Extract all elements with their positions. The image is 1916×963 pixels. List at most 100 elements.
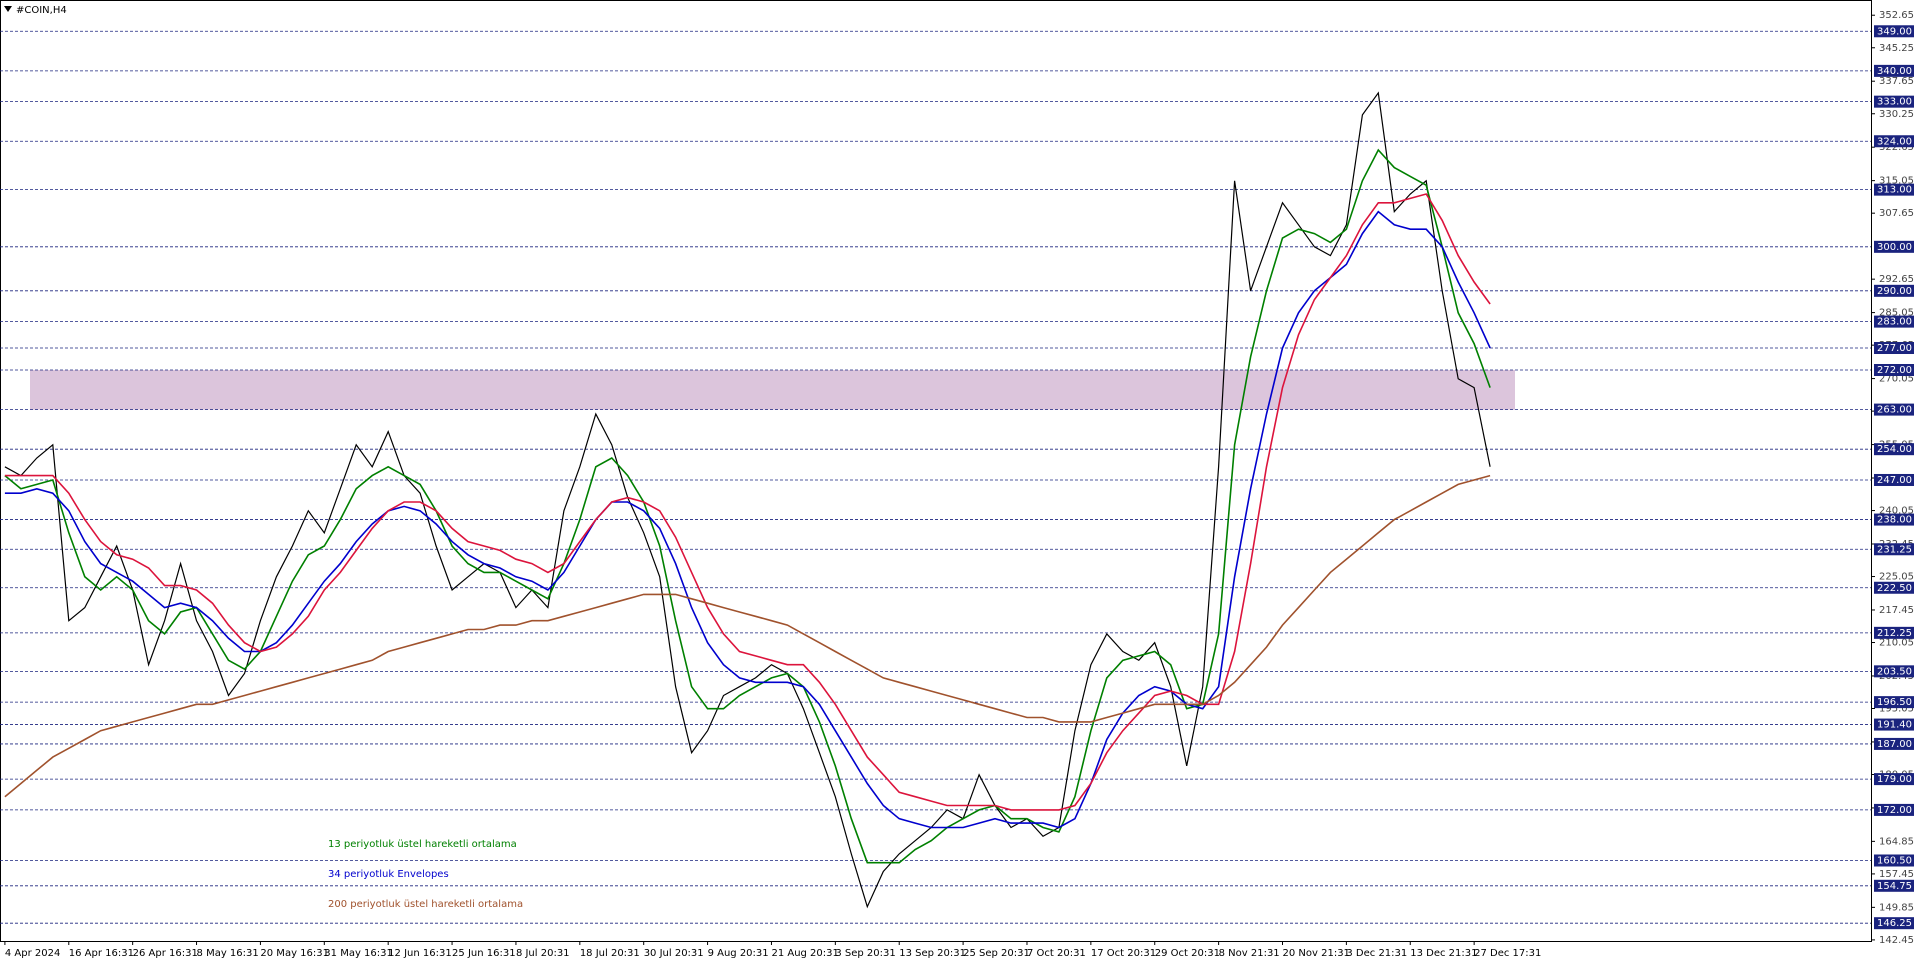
- level-label: 313.00: [1877, 185, 1912, 196]
- level-label: 222.50: [1877, 583, 1912, 594]
- level-label-box: [1874, 803, 1914, 816]
- level-label-box: [1874, 737, 1914, 750]
- y-tick-label: 315.05: [1879, 176, 1914, 187]
- x-tick-label: 12 Jun 16:31: [388, 948, 452, 959]
- level-label: 277.00: [1877, 343, 1912, 354]
- x-tick-label: 20 May 16:31: [260, 948, 329, 959]
- level-label-box: [1874, 403, 1914, 416]
- level-label-box: [1874, 240, 1914, 253]
- level-label: 349.00: [1877, 26, 1912, 37]
- level-label: 238.00: [1877, 515, 1912, 526]
- level-label-box: [1874, 581, 1914, 594]
- y-tick-label: 292.65: [1879, 274, 1914, 285]
- y-tick-label: 270.05: [1879, 374, 1914, 385]
- series-line: [4, 474, 1491, 798]
- y-tick-label: 149.85: [1879, 902, 1914, 913]
- level-label-box: [1874, 718, 1914, 731]
- y-tick-label: 142.45: [1879, 935, 1914, 946]
- x-tick-label: 17 Oct 20:31: [1091, 948, 1156, 959]
- legend-label: 34 periyotluk Envelopes: [328, 869, 449, 880]
- level-label-box: [1874, 443, 1914, 456]
- level-label: 272.00: [1877, 365, 1912, 376]
- x-tick-label: 25 Jun 16:31: [452, 948, 516, 959]
- x-tick-label: 30 Jul 20:31: [644, 948, 704, 959]
- level-label: 283.00: [1877, 317, 1912, 328]
- x-tick-label: 26 Apr 16:31: [133, 948, 198, 959]
- level-label-box: [1874, 284, 1914, 297]
- level-label: 154.75: [1877, 881, 1912, 892]
- y-tick-label: 164.85: [1879, 836, 1914, 847]
- chart-title: #COIN,H4: [16, 5, 67, 16]
- level-label-box: [1874, 64, 1914, 77]
- series-line: [4, 193, 1491, 811]
- x-tick-label: 3 Dec 21:31: [1346, 948, 1407, 959]
- x-tick-label: 13 Sep 20:31: [899, 948, 966, 959]
- level-label: 300.00: [1877, 242, 1912, 253]
- level-label-box: [1874, 665, 1914, 678]
- level-label: 333.00: [1877, 97, 1912, 108]
- level-label-box: [1874, 854, 1914, 867]
- level-label: 290.00: [1877, 286, 1912, 297]
- level-label-box: [1874, 473, 1914, 486]
- level-label-box: [1874, 135, 1914, 148]
- y-tick-label: 307.65: [1879, 208, 1914, 219]
- level-label-box: [1874, 773, 1914, 786]
- x-tick-label: 18 Jul 20:31: [580, 948, 640, 959]
- x-tick-label: 29 Oct 20:31: [1155, 948, 1220, 959]
- y-tick-label: 240.05: [1879, 506, 1914, 517]
- x-tick-label: 20 Nov 21:31: [1283, 948, 1350, 959]
- y-tick-label: 195.05: [1879, 704, 1914, 715]
- level-label: 254.00: [1877, 444, 1912, 455]
- y-tick-label: 210.05: [1879, 638, 1914, 649]
- menu-icon[interactable]: [4, 6, 12, 12]
- x-tick-label: 3 Sep 20:31: [835, 948, 895, 959]
- level-label: 231.25: [1877, 544, 1912, 555]
- resistance-zone: [30, 370, 1515, 410]
- x-tick-label: 21 Aug 20:31: [771, 948, 838, 959]
- level-label: 340.00: [1877, 66, 1912, 77]
- y-tick-label: 337.65: [1879, 76, 1914, 87]
- level-label: 191.40: [1877, 720, 1912, 731]
- level-label: 196.50: [1877, 697, 1912, 708]
- x-tick-label: 25 Sep 20:31: [963, 948, 1030, 959]
- level-label-box: [1874, 696, 1914, 709]
- y-tick-label: 345.25: [1879, 43, 1914, 54]
- level-label: 203.50: [1877, 666, 1912, 677]
- plot-frame: [0, 0, 1872, 942]
- level-label-box: [1874, 917, 1914, 930]
- level-label-box: [1874, 183, 1914, 196]
- level-label-box: [1874, 543, 1914, 556]
- series-line: [4, 91, 1491, 909]
- y-tick-label: 322.65: [1879, 142, 1914, 153]
- y-tick-label: 217.45: [1879, 605, 1914, 616]
- y-tick-label: 157.45: [1879, 869, 1914, 880]
- x-tick-label: 31 May 16:31: [324, 948, 393, 959]
- level-label-box: [1874, 513, 1914, 526]
- y-tick-label: 330.25: [1879, 109, 1914, 120]
- level-label-box: [1874, 879, 1914, 892]
- level-label-box: [1874, 364, 1914, 377]
- x-tick-label: 13 Dec 21:31: [1410, 948, 1477, 959]
- series-line: [4, 210, 1491, 829]
- level-label: 172.00: [1877, 805, 1912, 816]
- level-label: 179.00: [1877, 774, 1912, 785]
- level-label: 263.00: [1877, 405, 1912, 416]
- level-label: 324.00: [1877, 136, 1912, 147]
- level-label-box: [1874, 25, 1914, 38]
- x-tick-label: 4 Apr 2024: [5, 948, 60, 959]
- x-tick-label: 8 Jul 20:31: [516, 948, 570, 959]
- x-tick-label: 16 Apr 16:31: [69, 948, 134, 959]
- level-label-box: [1874, 315, 1914, 328]
- level-label: 247.00: [1877, 475, 1912, 486]
- x-tick-label: 8 May 16:31: [197, 948, 259, 959]
- level-label: 146.25: [1877, 918, 1912, 929]
- level-label-box: [1874, 342, 1914, 355]
- level-label: 212.25: [1877, 628, 1912, 639]
- legend-label: 13 periyotluk üstel hareketli ortalama: [328, 839, 517, 850]
- level-label: 160.50: [1877, 855, 1912, 866]
- y-tick-label: 352.65: [1879, 10, 1914, 21]
- y-tick-label: 225.05: [1879, 572, 1914, 583]
- x-tick-label: 9 Aug 20:31: [708, 948, 769, 959]
